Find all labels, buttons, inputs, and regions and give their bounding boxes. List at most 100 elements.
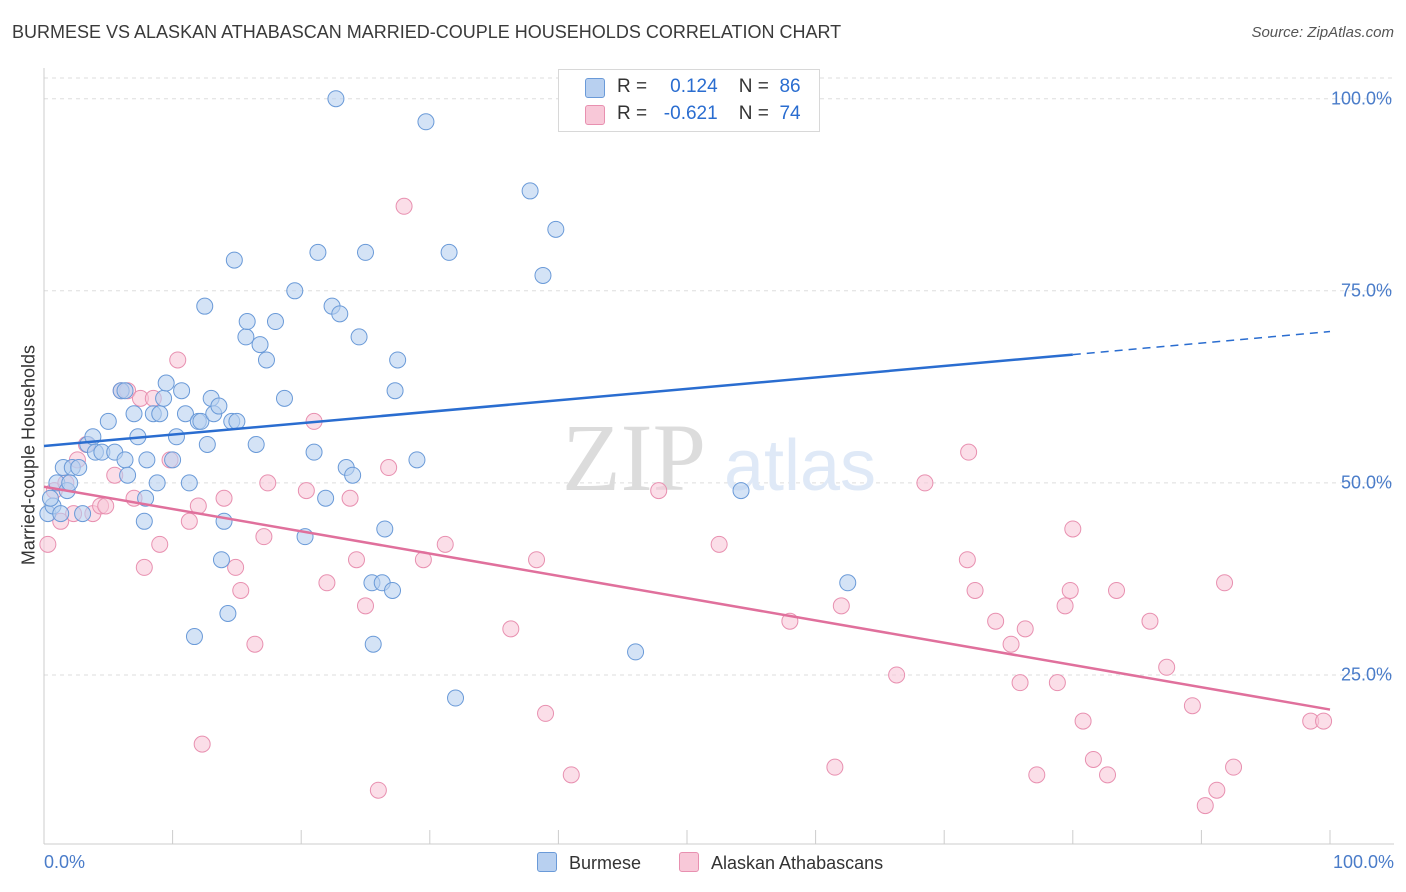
burmese-point	[192, 412, 210, 430]
burmese-point	[185, 628, 203, 646]
alaskan-point	[255, 528, 273, 546]
burmese-point	[219, 605, 237, 623]
watermark-zip: ZIP	[562, 404, 706, 511]
watermark: ZIP atlas	[562, 404, 876, 511]
alaskan-point	[369, 781, 387, 799]
burmese-point	[317, 489, 335, 507]
burmese-point	[305, 443, 323, 461]
alaskan-point	[347, 551, 365, 569]
burmese-point	[275, 389, 293, 407]
burmese-point	[74, 505, 92, 523]
burmese-point	[176, 405, 194, 423]
burmese-point	[70, 459, 88, 477]
stats-legend: R = 0.124 N = 86 R = -0.621 N = 74	[558, 69, 820, 132]
alaskan-point	[537, 704, 555, 722]
alaskan-point	[169, 351, 187, 369]
alaskan-point	[502, 620, 520, 638]
alaskan-point	[826, 758, 844, 776]
alaskan-point	[1099, 766, 1117, 784]
burmese-point	[135, 512, 153, 530]
alaskan-point	[1158, 658, 1176, 676]
burmese-point	[440, 243, 458, 261]
source-label: Source: ZipAtlas.com	[1251, 24, 1394, 41]
r-value: -0.621	[663, 103, 718, 124]
burmese-point	[247, 435, 265, 453]
burmese-point	[521, 182, 539, 200]
burmese-point	[52, 505, 70, 523]
burmese-point	[627, 643, 645, 661]
burmese-point	[61, 474, 79, 492]
alaskan-point	[1108, 581, 1126, 599]
legend-item-alaskan[interactable]: Alaskan Athabascans	[679, 852, 883, 874]
burmese-point	[148, 474, 166, 492]
alaskan-point	[562, 766, 580, 784]
trend-lines	[43, 330, 1331, 711]
alaskan-point	[135, 558, 153, 576]
n-value: 86	[779, 76, 801, 97]
alaskan-point	[227, 558, 245, 576]
alaskan-swatch	[585, 105, 605, 125]
legend-label: Burmese	[569, 853, 642, 873]
burmese-point	[125, 405, 143, 423]
burmese-point	[167, 428, 185, 446]
alaskan-point	[960, 443, 978, 461]
burmese-point	[99, 412, 117, 430]
burmese-point	[41, 489, 59, 507]
burmese-point	[447, 689, 465, 707]
alaskan-point	[1061, 581, 1079, 599]
burmese-point	[364, 635, 382, 653]
burmese-point	[212, 551, 230, 569]
chart-title: BURMESE VS ALASKAN ATHABASCAN MARRIED-CO…	[12, 22, 842, 42]
burmese-point	[228, 412, 246, 430]
alaskan-point	[297, 482, 315, 500]
alaskan-point	[341, 489, 359, 507]
burmese-point	[376, 520, 394, 538]
burmese-point	[266, 313, 284, 331]
alaskan-point	[97, 497, 115, 515]
burmese-point	[344, 466, 362, 484]
alaskan-point	[39, 535, 57, 553]
alaskan-point	[193, 735, 211, 753]
burmese-point	[137, 489, 155, 507]
burmese-point	[309, 243, 327, 261]
burmese-point	[157, 374, 175, 392]
alaskan-point	[318, 574, 336, 592]
burmese-point	[164, 451, 182, 469]
burmese-point	[251, 336, 269, 354]
x-tick-min: 0.0%	[44, 852, 86, 872]
alaskan-point	[1011, 674, 1029, 692]
alaskan-point	[966, 581, 984, 599]
alaskan-point	[710, 535, 728, 553]
alaskan-point	[1196, 797, 1214, 815]
alaskan-point	[1315, 712, 1333, 730]
burmese-point	[151, 405, 169, 423]
y-tick-label: 100.0%	[1330, 88, 1392, 109]
alaskan-point	[528, 551, 546, 569]
burmese-point	[732, 482, 750, 500]
alaskan-point	[215, 489, 233, 507]
burmese-point	[173, 382, 191, 400]
alaskan-point	[357, 597, 374, 615]
burmese-point	[357, 243, 374, 261]
burmese-point	[839, 574, 857, 592]
alaskan-point	[1064, 520, 1082, 538]
n-value: 74	[779, 103, 801, 124]
burmese-point	[116, 451, 134, 469]
alaskan-point	[958, 551, 976, 569]
legend-item-burmese[interactable]: Burmese	[537, 852, 641, 874]
burmese-point	[138, 451, 156, 469]
burmese-point	[389, 351, 407, 369]
alaskan-point	[246, 635, 264, 653]
burmese-point	[225, 251, 243, 269]
burmese-point	[238, 313, 256, 331]
burmese-point	[417, 113, 435, 131]
y-tick-label: 75.0%	[1340, 280, 1392, 301]
alaskan-point	[987, 612, 1005, 630]
watermark-atlas: atlas	[724, 426, 876, 506]
axes	[43, 68, 1394, 845]
alaskan-point	[180, 512, 198, 530]
alaskan-point	[832, 597, 850, 615]
alaskan-point	[151, 535, 169, 553]
burmese-point	[180, 474, 198, 492]
